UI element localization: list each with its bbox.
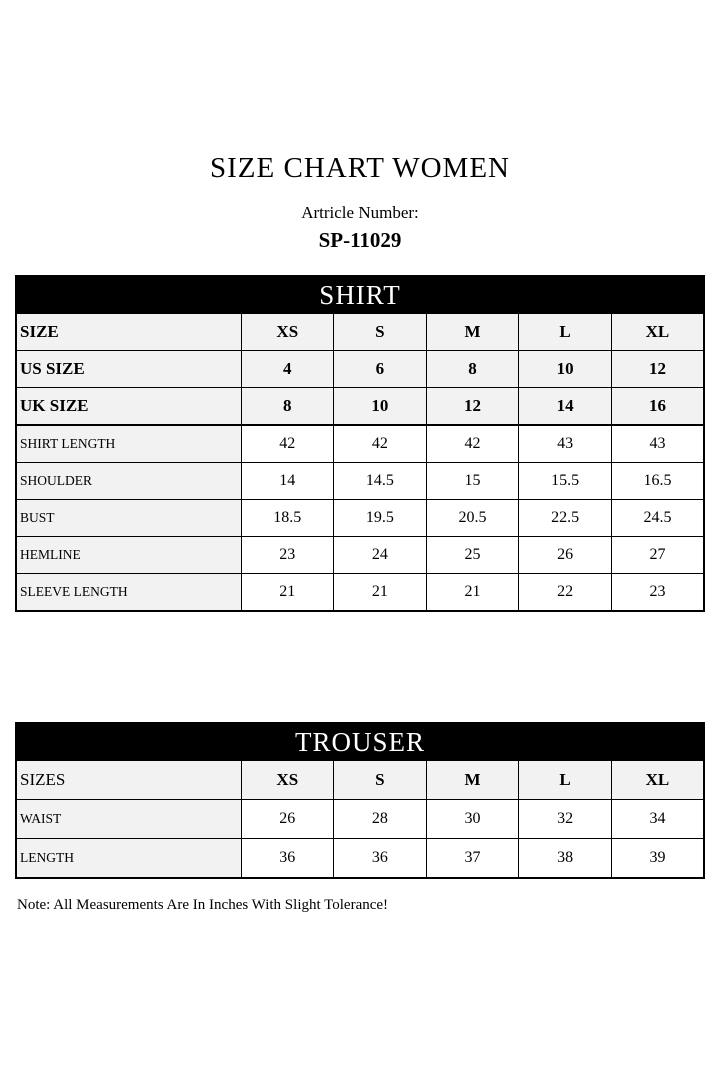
sleeve-length-row: SLEEVE LENGTH 21 21 21 22 23 bbox=[15, 573, 705, 612]
cell-value: 26 bbox=[240, 799, 335, 840]
cell-value: 42 bbox=[333, 424, 427, 464]
page-title: SIZE CHART WOMEN bbox=[210, 152, 510, 184]
cell-value: 36 bbox=[240, 838, 335, 879]
row-label: UK SIZE bbox=[15, 387, 242, 427]
cell-value: L bbox=[518, 313, 612, 352]
length-row: LENGTH 36 36 37 38 39 bbox=[15, 838, 705, 879]
cell-value: 36 bbox=[333, 838, 427, 879]
cell-value: 42 bbox=[425, 424, 520, 464]
cell-value: 16.5 bbox=[610, 462, 705, 501]
cell-value: 4 bbox=[240, 350, 335, 389]
cell-value: 14 bbox=[240, 462, 335, 501]
trouser-table-header-band: TROUSER bbox=[16, 723, 704, 761]
cell-value: XL bbox=[610, 760, 705, 801]
row-label: SLEEVE LENGTH bbox=[15, 573, 242, 612]
bust-row: BUST 18.5 19.5 20.5 22.5 24.5 bbox=[15, 499, 705, 538]
shirt-table-title: SHIRT bbox=[16, 276, 704, 314]
trouser-size-table: TROUSER SIZES XS S M L XL WAIST 26 28 30… bbox=[15, 722, 705, 880]
cell-value: 26 bbox=[518, 536, 612, 575]
cell-value: 15 bbox=[425, 462, 520, 501]
cell-value: 27 bbox=[610, 536, 705, 575]
cell-value: 19.5 bbox=[333, 499, 427, 538]
cell-value: 25 bbox=[425, 536, 520, 575]
cell-value: 12 bbox=[425, 387, 520, 427]
row-label: US SIZE bbox=[15, 350, 242, 389]
cell-value: 16 bbox=[610, 387, 705, 427]
cell-value: 8 bbox=[425, 350, 520, 389]
cell-value: M bbox=[425, 760, 520, 801]
trouser-sizes-row: SIZES XS S M L XL bbox=[15, 760, 705, 801]
hemline-row: HEMLINE 23 24 25 26 27 bbox=[15, 536, 705, 575]
shoulder-row: SHOULDER 14 14.5 15 15.5 16.5 bbox=[15, 462, 705, 501]
cell-value: 23 bbox=[240, 536, 335, 575]
article-number-label: Artricle Number: bbox=[301, 202, 419, 222]
cell-value: 10 bbox=[518, 350, 612, 389]
row-label: HEMLINE bbox=[15, 536, 242, 575]
cell-value: 10 bbox=[333, 387, 427, 427]
row-label: BUST bbox=[15, 499, 242, 538]
shirt-size-table: SHIRT SIZE XS S M L XL US SIZE 4 6 8 10 … bbox=[15, 275, 705, 613]
waist-row: WAIST 26 28 30 32 34 bbox=[15, 799, 705, 840]
cell-value: 22.5 bbox=[518, 499, 612, 538]
shirt-size-row: SIZE XS S M L XL bbox=[15, 313, 705, 352]
cell-value: XS bbox=[240, 760, 335, 801]
cell-value: 14.5 bbox=[333, 462, 427, 501]
cell-value: 22 bbox=[518, 573, 612, 612]
row-label: SHIRT LENGTH bbox=[15, 424, 242, 464]
cell-value: L bbox=[518, 760, 612, 801]
shirt-uk-size-row: UK SIZE 8 10 12 14 16 bbox=[15, 387, 705, 427]
cell-value: XS bbox=[240, 313, 335, 352]
cell-value: M bbox=[425, 313, 520, 352]
cell-value: 12 bbox=[610, 350, 705, 389]
row-label: SHOULDER bbox=[15, 462, 242, 501]
row-label: LENGTH bbox=[15, 838, 242, 879]
cell-value: 30 bbox=[425, 799, 520, 840]
cell-value: 14 bbox=[518, 387, 612, 427]
cell-value: 21 bbox=[333, 573, 427, 612]
row-label: SIZE bbox=[15, 313, 242, 352]
trouser-table-title: TROUSER bbox=[16, 723, 704, 761]
cell-value: S bbox=[333, 760, 427, 801]
shirt-us-size-row: US SIZE 4 6 8 10 12 bbox=[15, 350, 705, 389]
cell-value: 21 bbox=[240, 573, 335, 612]
cell-value: 28 bbox=[333, 799, 427, 840]
row-label: WAIST bbox=[15, 799, 242, 840]
cell-value: 23 bbox=[610, 573, 705, 612]
article-number-value: SP-11029 bbox=[318, 228, 402, 253]
cell-value: 32 bbox=[518, 799, 612, 840]
cell-value: 8 bbox=[240, 387, 335, 427]
cell-value: 43 bbox=[610, 424, 705, 464]
cell-value: 15.5 bbox=[518, 462, 612, 501]
shirt-table-header-band: SHIRT bbox=[16, 276, 704, 314]
cell-value: 21 bbox=[425, 573, 520, 612]
cell-value: 43 bbox=[518, 424, 612, 464]
shirt-length-row: SHIRT LENGTH 42 42 42 43 43 bbox=[15, 424, 705, 464]
row-label: SIZES bbox=[15, 760, 242, 801]
cell-value: 39 bbox=[610, 838, 705, 879]
cell-value: 6 bbox=[333, 350, 427, 389]
cell-value: 42 bbox=[240, 424, 335, 464]
measurement-note: Note: All Measurements Are In Inches Wit… bbox=[17, 897, 389, 914]
cell-value: S bbox=[333, 313, 427, 352]
cell-value: 20.5 bbox=[425, 499, 520, 538]
cell-value: 38 bbox=[518, 838, 612, 879]
cell-value: 37 bbox=[425, 838, 520, 879]
cell-value: XL bbox=[610, 313, 705, 352]
cell-value: 24.5 bbox=[610, 499, 705, 538]
cell-value: 18.5 bbox=[240, 499, 335, 538]
cell-value: 24 bbox=[333, 536, 427, 575]
cell-value: 34 bbox=[610, 799, 705, 840]
